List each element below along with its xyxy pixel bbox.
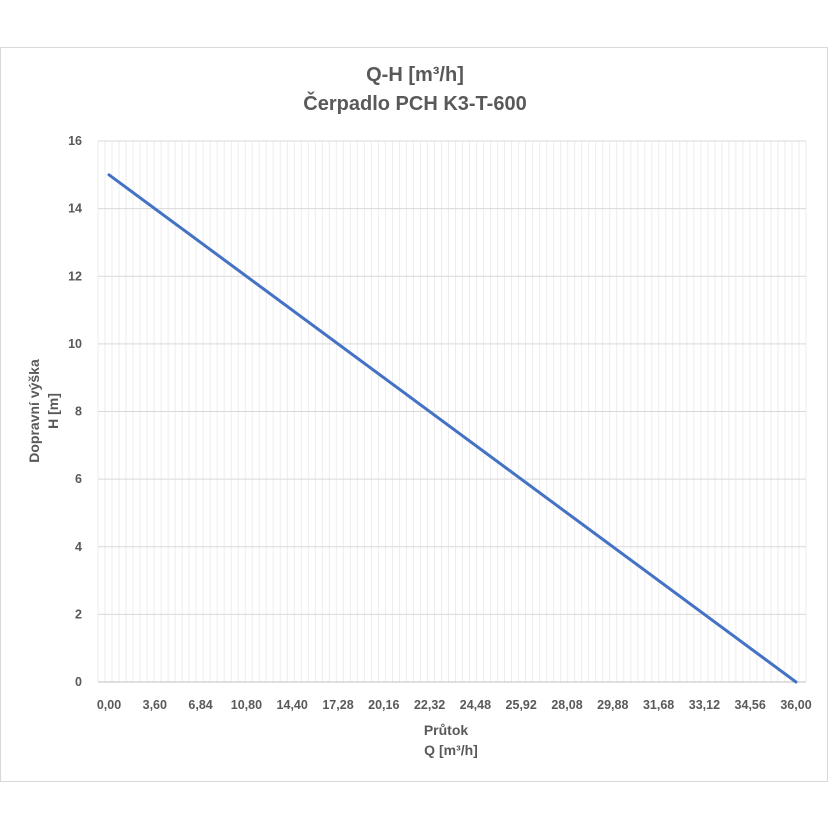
x-tick-label: 25,92 — [506, 698, 537, 712]
y-tick-label: 16 — [68, 134, 82, 148]
y-tick-label: 6 — [75, 472, 82, 486]
y-tick-label: 14 — [68, 202, 82, 216]
x-tick-label: 14,40 — [277, 698, 308, 712]
y-tick-label: 12 — [68, 269, 82, 283]
x-axis-ticks: 0,00 3,60 6,84 10,80 14,40 17,28 20,16 22,32 24,… — [97, 698, 812, 712]
x-tick-label: 28,08 — [551, 698, 582, 712]
series-line — [107, 173, 798, 684]
y-tick-label: 10 — [68, 337, 82, 351]
chart-subtitle: Čerpadlo PCH K3-T-600 — [303, 93, 527, 115]
x-axis-title-line2: Q [m³/h] — [424, 742, 478, 758]
x-axis-title-line1: Průtok — [424, 722, 469, 738]
x-tick-label: 36,00 — [780, 698, 811, 712]
x-tick-label: 22,32 — [414, 698, 445, 712]
y-tick-label: 4 — [75, 540, 82, 554]
series — [107, 173, 798, 684]
y-axis-ticks: 0 2 4 6 8 10 12 14 16 — [68, 134, 82, 689]
y-tick-label: 0 — [75, 675, 82, 689]
y-tick-label: 2 — [75, 607, 82, 621]
x-tick-label: 34,56 — [735, 698, 766, 712]
grid — [97, 140, 807, 683]
y-tick-label: 8 — [75, 405, 82, 419]
y-axis-title-line2: H [m] — [45, 393, 61, 429]
x-tick-label: 24,48 — [460, 698, 491, 712]
x-tick-label: 29,88 — [597, 698, 628, 712]
chart-area — [0, 47, 828, 782]
x-tick-label: 20,16 — [368, 698, 399, 712]
x-tick-label: 0,00 — [97, 698, 121, 712]
x-tick-label: 31,68 — [643, 698, 674, 712]
x-tick-label: 3,60 — [143, 698, 167, 712]
x-tick-label: 17,28 — [322, 698, 353, 712]
chart-title: Q-H [m³/h] — [366, 64, 464, 86]
x-tick-label: 6,84 — [188, 698, 212, 712]
y-axis-title-line1: Dopravní výška — [26, 359, 42, 463]
x-tick-label: 10,80 — [231, 698, 262, 712]
x-tick-label: 33,12 — [689, 698, 720, 712]
